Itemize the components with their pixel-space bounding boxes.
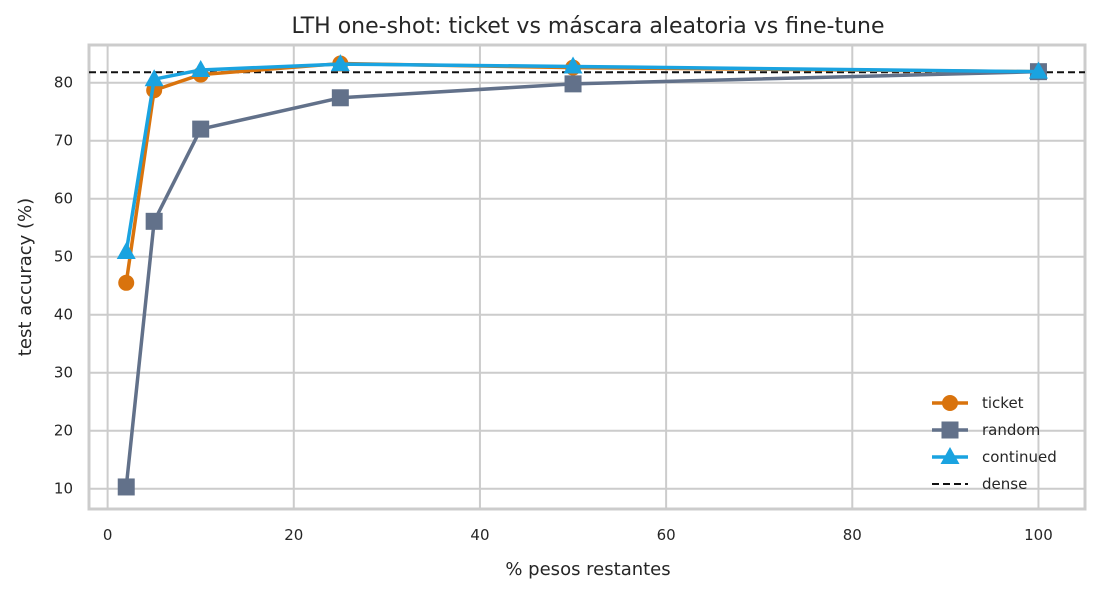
legend-label: random xyxy=(982,421,1040,439)
x-tick-label: 60 xyxy=(657,526,676,544)
y-tick-label: 30 xyxy=(54,364,73,382)
data-point-random xyxy=(145,212,163,230)
data-point-random xyxy=(192,120,210,138)
y-tick-label: 70 xyxy=(54,132,73,150)
legend-label: continued xyxy=(982,448,1057,466)
series-line-ticket xyxy=(124,61,1039,284)
legend-marker xyxy=(942,395,958,411)
x-tick-label: 40 xyxy=(470,526,489,544)
data-point-continued xyxy=(116,242,136,260)
axis-ticks: 0 20 40 60 80 100 10 20 30 40 50 60 70 80 xyxy=(54,74,1053,544)
x-tick-label: 0 xyxy=(103,526,113,544)
series-ticket xyxy=(118,55,1047,291)
x-tick-label: 100 xyxy=(1024,526,1053,544)
data-point-continued xyxy=(1028,61,1048,79)
series-line-continued xyxy=(124,62,1039,253)
data-point-random xyxy=(117,478,135,496)
series-random xyxy=(117,63,1047,496)
data-point-continued xyxy=(563,56,583,74)
y-axis-label: test accuracy (%) xyxy=(15,198,36,356)
data-point-ticket xyxy=(118,274,135,291)
y-tick-label: 10 xyxy=(54,480,73,498)
series-layer xyxy=(116,54,1048,496)
grid xyxy=(89,45,1085,509)
legend-entry-ticket: ticket xyxy=(932,394,1024,412)
x-axis-label: % pesos restantes xyxy=(505,559,670,580)
y-tick-label: 50 xyxy=(54,248,73,266)
chart-title: LTH one-shot: ticket vs máscara aleatori… xyxy=(292,14,885,39)
legend-marker xyxy=(940,447,960,464)
x-tick-label: 80 xyxy=(843,526,862,544)
y-tick-label: 20 xyxy=(54,422,73,440)
data-point-continued xyxy=(330,54,350,72)
data-point-continued xyxy=(144,69,164,87)
legend-label: dense xyxy=(982,475,1027,493)
legend-entry-dense: dense xyxy=(932,475,1027,493)
data-point-continued xyxy=(191,59,211,77)
x-tick-label: 20 xyxy=(284,526,303,544)
plot-frame xyxy=(87,43,1087,511)
series-line-random xyxy=(124,69,1039,488)
legend-entry-continued: continued xyxy=(932,447,1057,466)
y-tick-label: 60 xyxy=(54,190,73,208)
data-point-random xyxy=(564,75,582,93)
legend-marker xyxy=(941,421,959,439)
series-continued xyxy=(116,54,1048,260)
legend: ticket random continued dense xyxy=(932,394,1057,493)
y-tick-label: 80 xyxy=(54,74,73,92)
y-tick-label: 40 xyxy=(54,306,73,324)
data-point-random xyxy=(331,89,349,107)
legend-label: ticket xyxy=(982,394,1024,412)
legend-entry-random: random xyxy=(932,421,1040,439)
